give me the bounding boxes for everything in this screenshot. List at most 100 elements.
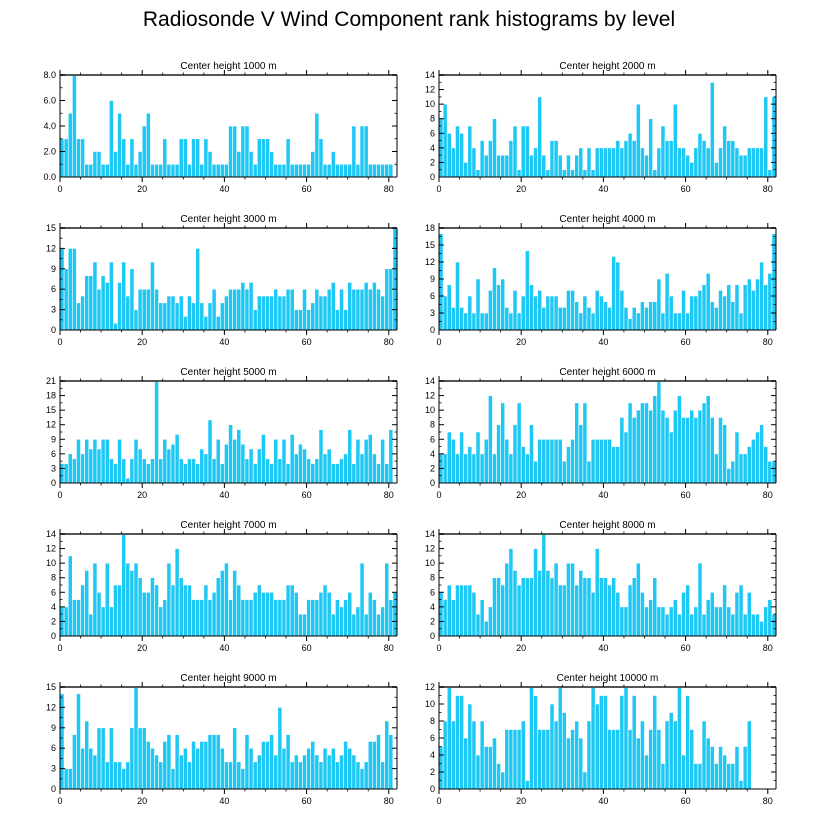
bar bbox=[718, 147, 723, 178]
bar bbox=[598, 438, 604, 484]
bar bbox=[219, 163, 225, 178]
bar bbox=[211, 288, 217, 331]
bar bbox=[545, 169, 551, 178]
bar bbox=[80, 747, 85, 790]
y-tick-label: 0 bbox=[51, 784, 56, 794]
x-tick-label: 60 bbox=[302, 184, 312, 194]
bar bbox=[322, 295, 328, 331]
y-tick-label: 9 bbox=[51, 723, 56, 733]
bar bbox=[330, 463, 336, 484]
bar bbox=[322, 453, 328, 484]
bar bbox=[318, 591, 324, 637]
bar bbox=[236, 288, 242, 331]
bar bbox=[463, 737, 469, 790]
bar bbox=[244, 734, 250, 790]
bar bbox=[351, 754, 357, 790]
bar bbox=[771, 460, 777, 484]
bar bbox=[121, 768, 127, 790]
bar bbox=[80, 584, 85, 637]
bar bbox=[162, 302, 168, 331]
bar bbox=[533, 295, 538, 331]
bar bbox=[746, 278, 752, 331]
y-tick-label: 10 bbox=[425, 558, 435, 568]
bar bbox=[594, 548, 600, 637]
bar bbox=[557, 307, 563, 331]
bar bbox=[553, 562, 559, 637]
bar bbox=[705, 273, 711, 331]
bar bbox=[281, 747, 287, 790]
bar bbox=[380, 761, 385, 790]
bar bbox=[537, 438, 543, 484]
bar bbox=[455, 453, 460, 484]
bar bbox=[755, 431, 760, 484]
bar bbox=[566, 446, 571, 484]
bar bbox=[113, 463, 118, 484]
y-tick-label: 15 bbox=[425, 240, 435, 250]
bar bbox=[314, 112, 320, 178]
x-tick-label: 80 bbox=[763, 337, 773, 347]
bar bbox=[730, 613, 736, 637]
bar bbox=[689, 162, 695, 178]
bar bbox=[100, 275, 106, 331]
bar bbox=[635, 312, 641, 331]
bar bbox=[232, 125, 238, 178]
bar bbox=[76, 599, 81, 637]
bar bbox=[281, 163, 287, 178]
bar bbox=[668, 606, 674, 637]
bar bbox=[96, 151, 102, 178]
bar bbox=[104, 282, 110, 331]
bar bbox=[372, 741, 377, 790]
bar bbox=[174, 548, 180, 637]
bar bbox=[709, 301, 715, 331]
bar bbox=[92, 562, 98, 637]
bar bbox=[178, 754, 184, 790]
bar bbox=[215, 316, 221, 331]
bar bbox=[310, 302, 316, 331]
bar bbox=[207, 151, 213, 178]
panel-title: Center height 9000 m bbox=[180, 673, 276, 684]
bar bbox=[516, 729, 522, 790]
y-tick-label: 12 bbox=[46, 243, 56, 253]
bar bbox=[508, 140, 514, 178]
bar bbox=[252, 163, 258, 178]
bar bbox=[537, 290, 543, 331]
bar bbox=[496, 763, 501, 790]
bar bbox=[483, 746, 489, 790]
bar bbox=[355, 438, 361, 484]
bar bbox=[451, 147, 456, 178]
bar bbox=[273, 163, 279, 178]
y-tick-label: 0 bbox=[51, 325, 56, 335]
bar bbox=[137, 727, 143, 790]
bar bbox=[88, 275, 94, 331]
bar bbox=[492, 453, 497, 484]
y-tick-label: 0 bbox=[51, 631, 56, 641]
bar bbox=[158, 761, 164, 790]
bar bbox=[512, 570, 518, 637]
bar bbox=[232, 438, 238, 484]
bar bbox=[203, 584, 209, 637]
bar bbox=[693, 295, 699, 331]
x-tick-label: 40 bbox=[219, 490, 229, 500]
y-tick-label: 15 bbox=[46, 405, 56, 415]
x-tick-label: 0 bbox=[436, 796, 441, 806]
y-tick-label: 15 bbox=[46, 682, 56, 692]
bar bbox=[339, 163, 344, 178]
bar bbox=[170, 584, 176, 637]
bar bbox=[252, 591, 258, 637]
y-tick-label: 12 bbox=[46, 702, 56, 712]
bar bbox=[742, 154, 748, 178]
bar bbox=[549, 295, 555, 331]
bar bbox=[677, 613, 682, 637]
x-tick-label: 80 bbox=[384, 796, 394, 806]
bar bbox=[660, 409, 666, 484]
bar bbox=[162, 438, 168, 484]
bar bbox=[516, 584, 522, 637]
bar bbox=[174, 434, 180, 484]
bar bbox=[771, 96, 777, 178]
bar bbox=[347, 591, 353, 637]
bar bbox=[265, 741, 270, 790]
bar bbox=[388, 268, 394, 331]
bar bbox=[549, 577, 555, 637]
bar bbox=[289, 288, 295, 331]
bar bbox=[150, 261, 155, 331]
